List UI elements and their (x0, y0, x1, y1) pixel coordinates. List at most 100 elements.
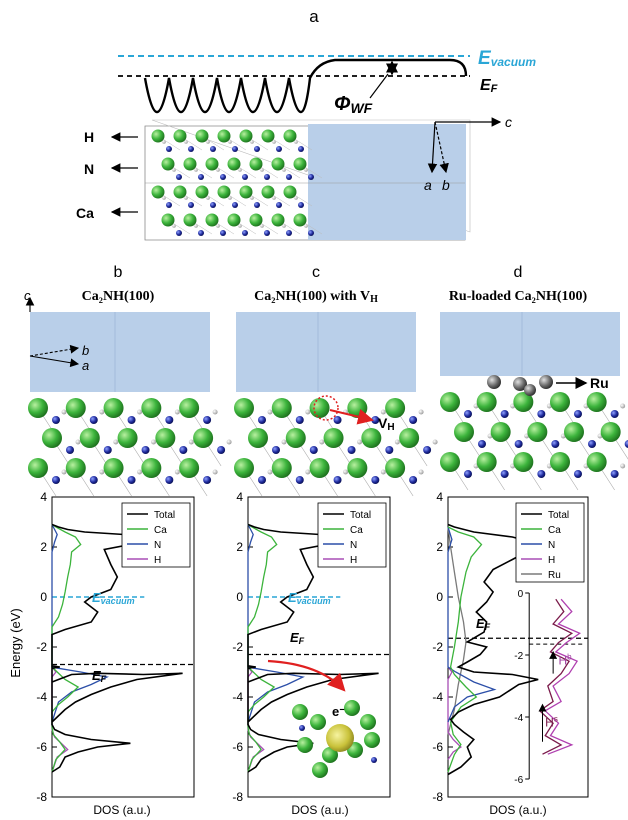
ca-atom (195, 129, 209, 143)
panel-b-letter: b (114, 264, 123, 281)
y-tick-label: -8 (36, 790, 47, 804)
ca-atom (103, 398, 124, 418)
ca-atom (161, 157, 175, 171)
n-atom (276, 202, 282, 208)
h-atom (212, 409, 218, 415)
inset-tick-label: -2 (514, 651, 523, 662)
ca-atom (28, 398, 48, 418)
n-atom (276, 146, 282, 152)
h-atom (380, 469, 386, 475)
h-atom (194, 224, 198, 228)
legend-entry: Total (154, 510, 175, 521)
h-atom (432, 439, 438, 445)
ca-atom (385, 458, 406, 478)
ca-atom (310, 714, 326, 730)
h-atom (188, 439, 194, 445)
panel-a-letter: a (309, 7, 319, 26)
electron-density-structure (292, 700, 380, 778)
h-atom (250, 196, 254, 200)
y-tick-label: -8 (232, 790, 243, 804)
ca-atom (173, 129, 187, 143)
vacuum-slab-b (30, 312, 210, 392)
ca-atom (193, 428, 214, 448)
n-atom (242, 230, 248, 236)
legend-entry: N (154, 540, 161, 551)
legend-entry: Ca (154, 525, 167, 536)
ca-atom (527, 422, 548, 442)
ca-atom (117, 428, 138, 448)
n-atom (166, 202, 172, 208)
n-atom (308, 174, 314, 180)
h-atom (238, 224, 242, 228)
panel-c-title: Ca₂NH(100) with VH (254, 289, 378, 305)
ru-label: Ru (590, 375, 609, 391)
n-atom (409, 416, 418, 424)
n-atom (551, 440, 560, 448)
inset-series (544, 598, 582, 755)
axis-b-label: b (442, 177, 450, 193)
n-atom (254, 146, 260, 152)
n-atom (574, 470, 582, 478)
n-atom (254, 202, 260, 208)
h-atom (113, 439, 119, 445)
e-fermi-label-c: EF (290, 630, 305, 646)
ca-atom (271, 398, 292, 418)
h-atom (304, 224, 308, 228)
dos-series-n (447, 526, 497, 723)
h-atom (75, 439, 81, 445)
dos-series-h (447, 666, 462, 760)
h-atom (304, 168, 308, 172)
n-atom (298, 146, 304, 152)
h-atom (137, 409, 143, 415)
ca-atom (323, 428, 344, 448)
n-atom (478, 440, 486, 448)
y-tick-label: 2 (436, 540, 443, 554)
e-fermi-label: EF (480, 77, 498, 95)
h-atom (238, 168, 242, 172)
ca-atom (103, 458, 124, 478)
structure-b: c b a (24, 288, 232, 497)
ca-atom (399, 428, 420, 448)
electron-density-blob (326, 724, 354, 752)
dos-plot-c: -8 -6 -4 -2 0 2 4 Total Ca NH (232, 490, 391, 804)
x-axis-title-c: DOS (a.u.) (291, 803, 348, 817)
ca-atom (285, 428, 306, 448)
ca-atom (183, 157, 197, 171)
y-tick-label: -4 (432, 690, 443, 704)
ca-atom (79, 428, 100, 448)
n-atom (220, 230, 226, 236)
x-axis-title-d: DOS (a.u.) (489, 803, 546, 817)
panel-a: a Evacuum EF ΦWF c (76, 7, 536, 241)
n-atom (385, 446, 394, 454)
n-atom (610, 470, 619, 478)
ca-atom (586, 452, 607, 472)
h-atom (228, 196, 232, 200)
n-atom (188, 202, 194, 208)
ca-atom (28, 458, 48, 478)
ru-atom (487, 375, 501, 389)
vh-label: VH (378, 415, 395, 433)
inset-tick-label: -4 (514, 713, 523, 724)
ca-atom (600, 422, 621, 442)
n-atom (272, 446, 280, 454)
n-atom (203, 476, 212, 484)
h-atom (282, 168, 286, 172)
ca-atom (550, 392, 570, 412)
h-atom (216, 224, 220, 228)
h-atom (620, 463, 626, 469)
dos-series-n (247, 524, 305, 723)
ca-atom (183, 213, 197, 227)
potential-curve (143, 58, 468, 114)
crystal-structure-a (151, 129, 323, 236)
ca-atom (454, 422, 474, 442)
n-atom (127, 416, 136, 424)
dos-series-n (51, 524, 109, 723)
y-tick-label: -4 (36, 690, 47, 704)
ca-atom (217, 185, 231, 199)
n-atom (165, 476, 174, 484)
h-vacancy-circle (313, 395, 339, 421)
h-atom (418, 409, 424, 415)
n-atom (166, 146, 172, 152)
ru-atom (539, 375, 553, 389)
ca-atom (271, 157, 285, 171)
